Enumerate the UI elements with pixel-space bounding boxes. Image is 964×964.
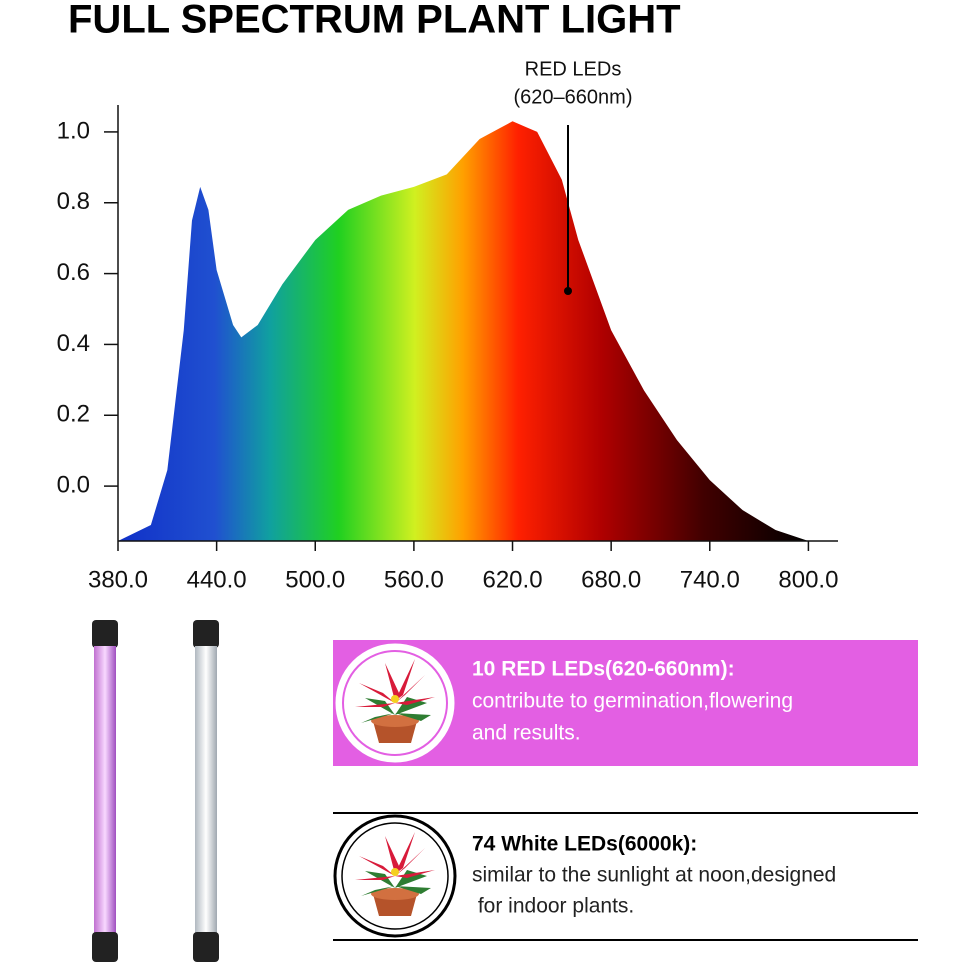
x-tick-label: 380.0	[88, 566, 148, 593]
y-tick-label: 0.2	[57, 401, 90, 428]
spectrum-area	[118, 121, 809, 541]
annotation: RED LEDs	[525, 58, 622, 80]
y-tick-label: 0.6	[57, 259, 90, 286]
panel-text: contribute to germination,flowering	[472, 690, 793, 713]
red-led-panel: 10 RED LEDs(620-660nm): contribute to ge…	[333, 640, 918, 766]
x-tick-label: 800.0	[778, 566, 838, 593]
panel-heading: 10 RED LEDs(620-660nm):	[472, 658, 735, 681]
chart: 0.0 0.2 0.4 0.6 0.8 1.0 380.0 440.0 500.0 560.0 62…	[57, 58, 839, 593]
panel-text: for indoor plants.	[472, 895, 634, 918]
y-tick-label: 0.8	[57, 188, 90, 215]
x-tick-label: 440.0	[187, 566, 247, 593]
x-tick-label: 560.0	[384, 566, 444, 593]
chart-title: FULL SPECTRUM PLANT LIGHT	[68, 0, 681, 42]
y-tick-label: 1.0	[57, 117, 90, 144]
panel-heading: 74 White LEDs(6000k):	[472, 833, 697, 856]
x-tick-label: 680.0	[581, 566, 641, 593]
annotation: (620–660nm)	[514, 86, 633, 108]
panel-text: and results.	[472, 722, 581, 745]
x-tick-label: 740.0	[680, 566, 740, 593]
white-led-panel: 74 White LEDs(6000k): similar to the sun…	[333, 812, 918, 941]
panel-text: similar to the sunlight at noon,designed	[472, 864, 836, 887]
led-tubes	[92, 620, 219, 962]
y-tick-label: 0.4	[57, 330, 90, 357]
y-tick-label: 0.0	[57, 471, 90, 498]
annotation-dot	[564, 287, 572, 295]
x-tick-label: 620.0	[482, 566, 542, 593]
x-tick-label: 500.0	[285, 566, 345, 593]
